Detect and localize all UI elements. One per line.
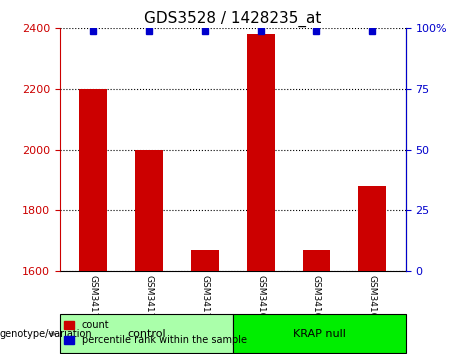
FancyBboxPatch shape: [233, 314, 406, 353]
Bar: [358, 186, 386, 271]
Bar: [247, 34, 275, 271]
Text: genotype/variation: genotype/variation: [0, 329, 93, 339]
Text: GSM341701: GSM341701: [145, 275, 154, 330]
Text: KRAP null: KRAP null: [293, 329, 346, 339]
Legend: count, percentile rank within the sample: count, percentile rank within the sample: [60, 316, 250, 349]
Title: GDS3528 / 1428235_at: GDS3528 / 1428235_at: [144, 11, 321, 27]
Text: GSM341698: GSM341698: [312, 275, 321, 330]
Text: GSM341702: GSM341702: [201, 275, 209, 330]
Bar: [191, 250, 219, 271]
Bar: [79, 89, 107, 271]
Text: GSM341700: GSM341700: [89, 275, 98, 330]
Bar: [135, 150, 163, 271]
Text: GSM341699: GSM341699: [368, 275, 377, 330]
Bar: [302, 250, 331, 271]
Text: control: control: [127, 329, 165, 339]
FancyBboxPatch shape: [60, 314, 233, 353]
Text: GSM341697: GSM341697: [256, 275, 265, 330]
